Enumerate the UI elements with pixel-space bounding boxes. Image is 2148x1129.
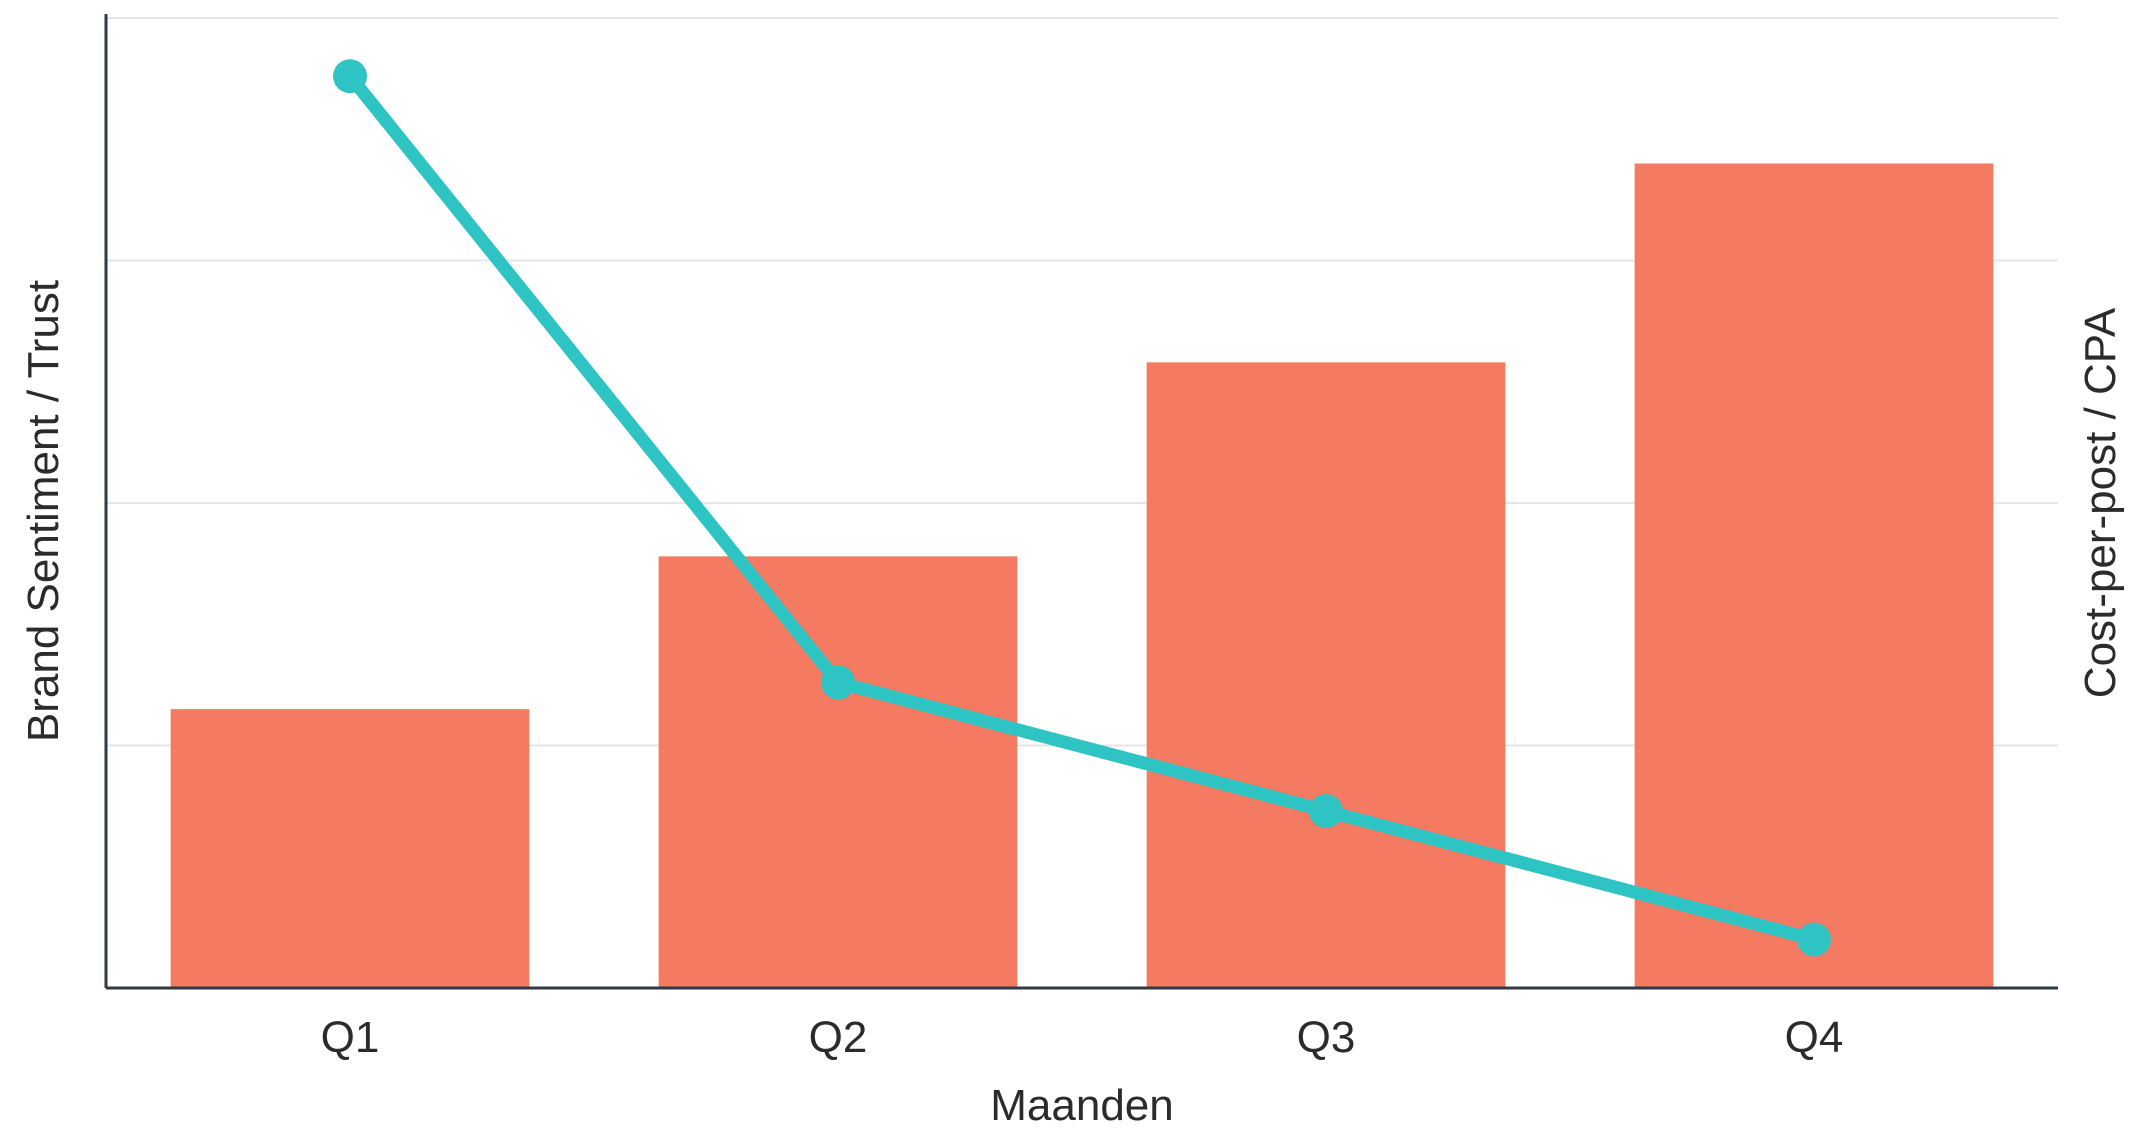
y-axis-label-left: Brand Sentiment / Trust (19, 280, 68, 742)
bar-series (170, 163, 1994, 989)
x-tick-label: Q4 (1785, 1013, 1844, 1062)
bar (1634, 163, 1994, 988)
bar (1146, 362, 1506, 989)
x-tick-label: Q3 (1297, 1013, 1356, 1062)
line-series (333, 59, 1831, 957)
line-point (1797, 922, 1831, 957)
line-path (343, 69, 1821, 946)
x-axis-label: Maanden (990, 1081, 1173, 1129)
x-tick-labels: Q1 Q2 Q3 Q4 (321, 1013, 1844, 1062)
axes (104, 14, 2058, 990)
line-point (333, 59, 367, 94)
x-tick-label: Q2 (809, 1013, 868, 1062)
bar (170, 709, 530, 988)
line-point (1309, 793, 1343, 828)
bar (658, 556, 1018, 988)
x-tick-label: Q1 (321, 1013, 380, 1062)
line-point (821, 665, 855, 700)
y-axis-label-right: Cost-per-post / CPA (2076, 307, 2125, 698)
